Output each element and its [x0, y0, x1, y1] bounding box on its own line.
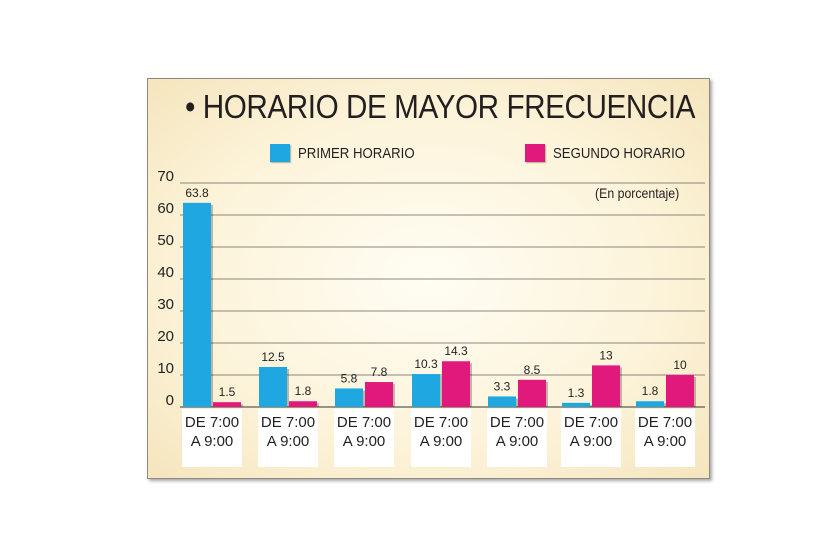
x-category-label: DE 7:00 — [564, 414, 618, 431]
y-tick-label: 0 — [166, 392, 174, 409]
bar-primer-horario — [488, 396, 516, 407]
x-category-label: DE 7:00 — [261, 414, 315, 431]
bar-value-label: 7.8 — [371, 365, 388, 379]
bar-value-label: 1.3 — [568, 386, 585, 400]
unit-note: (En porcentaje) — [595, 185, 680, 201]
x-category-label: A 9:00 — [420, 433, 463, 450]
category-label-box — [635, 409, 695, 467]
y-tick-label: 70 — [157, 168, 174, 185]
category-label-box — [182, 409, 242, 467]
x-category-label: A 9:00 — [191, 433, 234, 450]
category-label-box — [334, 409, 394, 467]
bar-value-label: 10 — [673, 358, 687, 372]
x-category-label: A 9:00 — [496, 433, 539, 450]
bar-value-label: 13 — [599, 348, 613, 362]
x-category-label: DE 7:00 — [638, 414, 692, 431]
bar-segundo-horario — [592, 365, 620, 407]
y-tick-label: 10 — [157, 360, 174, 377]
legend-label-primer: PRIMER HORARIO — [298, 144, 415, 162]
y-tick-label: 50 — [157, 232, 174, 249]
bar-primer-horario — [636, 401, 664, 407]
bar-primer-horario — [562, 402, 590, 407]
bar-value-label: 1.5 — [219, 385, 236, 399]
x-category-label: A 9:00 — [570, 433, 613, 450]
bar-segundo-horario — [365, 382, 393, 407]
bar-value-label: 8.5 — [524, 363, 541, 377]
y-tick-label: 40 — [157, 264, 174, 281]
bar-primer-horario — [183, 202, 211, 407]
legend-swatch-primer — [270, 144, 290, 162]
bar-segundo-horario — [289, 401, 317, 407]
category-label-box — [411, 409, 471, 467]
bar-value-label: 1.8 — [642, 384, 659, 398]
x-category-label: A 9:00 — [644, 433, 687, 450]
bar-value-label: 3.3 — [494, 379, 511, 393]
bar-segundo-horario — [213, 402, 241, 407]
category-label-box — [258, 409, 318, 467]
legend-segundo-horario: SEGUNDO HORARIO — [525, 142, 703, 164]
category-label-box — [487, 409, 547, 467]
chart-title: • HORARIO DE MAYOR FRECUENCIA — [185, 88, 696, 125]
bar-segundo-horario — [442, 361, 470, 407]
x-category-label: A 9:00 — [343, 433, 386, 450]
legend-swatch-segundo — [525, 144, 545, 162]
chart-title-text: HORARIO DE MAYOR FRECUENCIA — [202, 88, 696, 125]
y-tick-label: 30 — [157, 296, 174, 313]
y-tick-label: 20 — [157, 328, 174, 345]
bar-value-label: 1.8 — [295, 384, 312, 398]
bar-primer-horario — [412, 374, 440, 407]
bar-segundo-horario — [518, 379, 546, 407]
bar-value-label: 5.8 — [341, 371, 358, 385]
x-category-label: DE 7:00 — [337, 414, 391, 431]
x-category-label: A 9:00 — [267, 433, 310, 450]
bar-segundo-horario — [666, 375, 694, 407]
x-category-label: DE 7:00 — [490, 414, 544, 431]
legend-label-segundo: SEGUNDO HORARIO — [553, 144, 686, 162]
bar-value-label: 63.8 — [185, 186, 209, 200]
legend-primer-horario: PRIMER HORARIO — [270, 142, 431, 164]
x-category-label: DE 7:00 — [185, 414, 239, 431]
category-label-box — [561, 409, 621, 467]
bar-value-label: 14.3 — [444, 344, 468, 358]
bar-primer-horario — [259, 367, 287, 407]
bar-value-label: 12.5 — [261, 350, 285, 364]
bar-value-label: 10.3 — [414, 357, 438, 371]
bar-primer-horario — [335, 388, 363, 407]
x-category-label: DE 7:00 — [414, 414, 468, 431]
y-tick-label: 60 — [157, 200, 174, 217]
